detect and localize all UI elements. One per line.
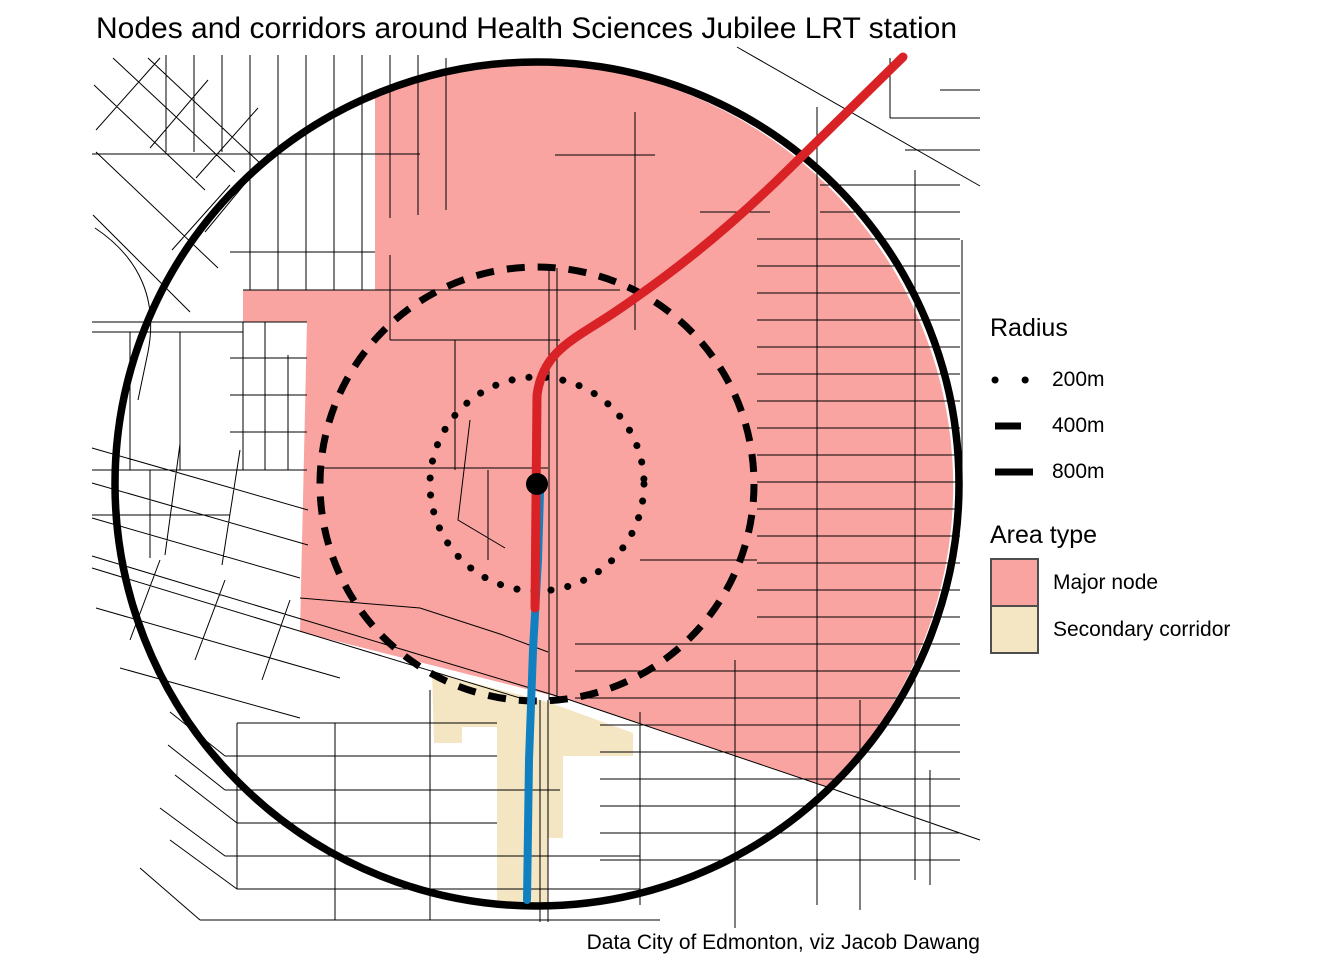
- legend-radius-item-400m: 400m: [990, 403, 1340, 449]
- figure-title: Nodes and corridors around Health Scienc…: [96, 12, 958, 45]
- radius-label: 200m: [1052, 368, 1105, 391]
- area-color-swatch: [990, 558, 1039, 607]
- radius-ring-800m: [111, 58, 963, 910]
- station-dot: [526, 473, 548, 495]
- area-color-swatch: [990, 605, 1039, 654]
- legend-radius-item-800m: 800m: [990, 449, 1340, 495]
- legend-area-items: Major node Secondary corridor: [990, 558, 1340, 654]
- radius-ring-400m: [316, 263, 758, 705]
- legend-area-title: Area type: [990, 521, 1098, 549]
- caption: Data City of Edmonton, viz Jacob Dawang: [586, 931, 980, 954]
- lrt-line-red: [530, 52, 908, 613]
- legend-area-item: Secondary corridor: [990, 605, 1340, 654]
- legend-radius-items: 200m 400m 800m: [990, 357, 1340, 495]
- radius-line-swatch-400m: [995, 422, 1021, 430]
- radius-label: 800m: [1052, 460, 1105, 483]
- area-major-node: [243, 64, 954, 788]
- legend: Radius 200m 400m 800m Area type Major node…: [990, 314, 1340, 654]
- area-label: Major node: [1053, 570, 1159, 594]
- area-secondary-corridor-east-arm: [548, 702, 633, 838]
- legend-radius-title: Radius: [990, 314, 1068, 342]
- area-label: Secondary corridor: [1053, 617, 1231, 641]
- area-secondary-corridor-column: [497, 689, 548, 903]
- radius-line-swatch-200m: [991, 376, 1030, 384]
- legend-radius-item-200m: 200m: [990, 357, 1340, 403]
- area-secondary-corridor-west-block: [432, 672, 497, 743]
- radius-label: 400m: [1052, 414, 1105, 437]
- legend-area-item: Major node: [990, 558, 1340, 607]
- radius-line-swatch-800m: [995, 468, 1033, 476]
- street-network: [91, 46, 981, 928]
